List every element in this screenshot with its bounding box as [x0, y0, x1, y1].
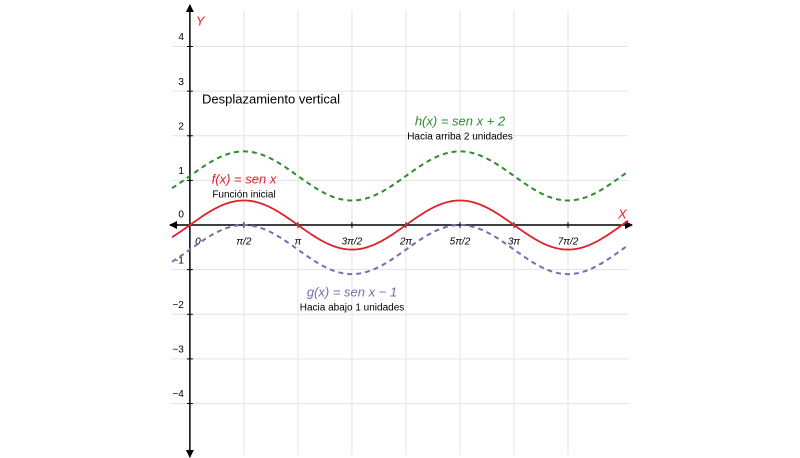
y-tick-label: −2	[172, 300, 184, 311]
y-tick-label: 4	[178, 32, 184, 43]
x-axis-label: X	[617, 206, 628, 221]
x-tick-label: 2π	[399, 237, 413, 248]
function-note: Hacia abajo 1 unidades	[300, 303, 405, 314]
y-axis-label: Y	[196, 13, 206, 28]
x-tick-label: π	[295, 237, 302, 248]
function-note: Función inicial	[212, 190, 275, 201]
function-label: g(x) = sen x − 1	[307, 284, 397, 299]
y-tick-label: 2	[178, 121, 184, 132]
x-tick-label: 5π/2	[450, 237, 471, 248]
x-tick-label: π/2	[236, 237, 251, 248]
y-tick-label: 1	[178, 166, 184, 177]
function-label: h(x) = sen x + 2	[415, 113, 506, 128]
y-tick-label: −1	[172, 255, 184, 266]
function-curve	[171, 199, 629, 251]
chart-title: Desplazamiento vertical	[202, 91, 340, 106]
function-label: f(x) = sen x	[212, 171, 277, 186]
function-curve	[171, 150, 629, 202]
function-note: Hacia arriba 2 unidades	[407, 132, 513, 143]
y-tick-label: 0	[178, 210, 184, 221]
x-tick-label: 7π/2	[558, 237, 579, 248]
x-tick-label: 0	[195, 237, 201, 248]
y-tick-label: −4	[172, 389, 184, 400]
y-tick-label: −3	[172, 345, 184, 356]
y-tick-label: 3	[178, 77, 184, 88]
function-curve	[171, 224, 629, 276]
x-tick-label: 3π	[508, 237, 521, 248]
x-tick-label: 3π/2	[342, 237, 363, 248]
grid	[172, 10, 628, 455]
